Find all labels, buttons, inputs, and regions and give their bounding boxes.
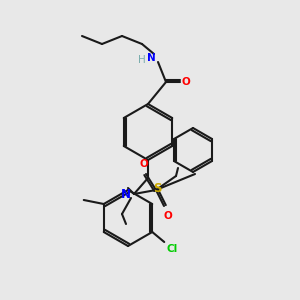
Text: Cl: Cl <box>166 244 178 254</box>
Text: H: H <box>138 55 146 65</box>
Text: O: O <box>164 211 172 221</box>
Text: O: O <box>140 159 148 169</box>
Text: O: O <box>182 77 191 87</box>
Text: S: S <box>153 182 161 196</box>
Text: N: N <box>121 188 131 200</box>
Text: N: N <box>147 53 156 63</box>
